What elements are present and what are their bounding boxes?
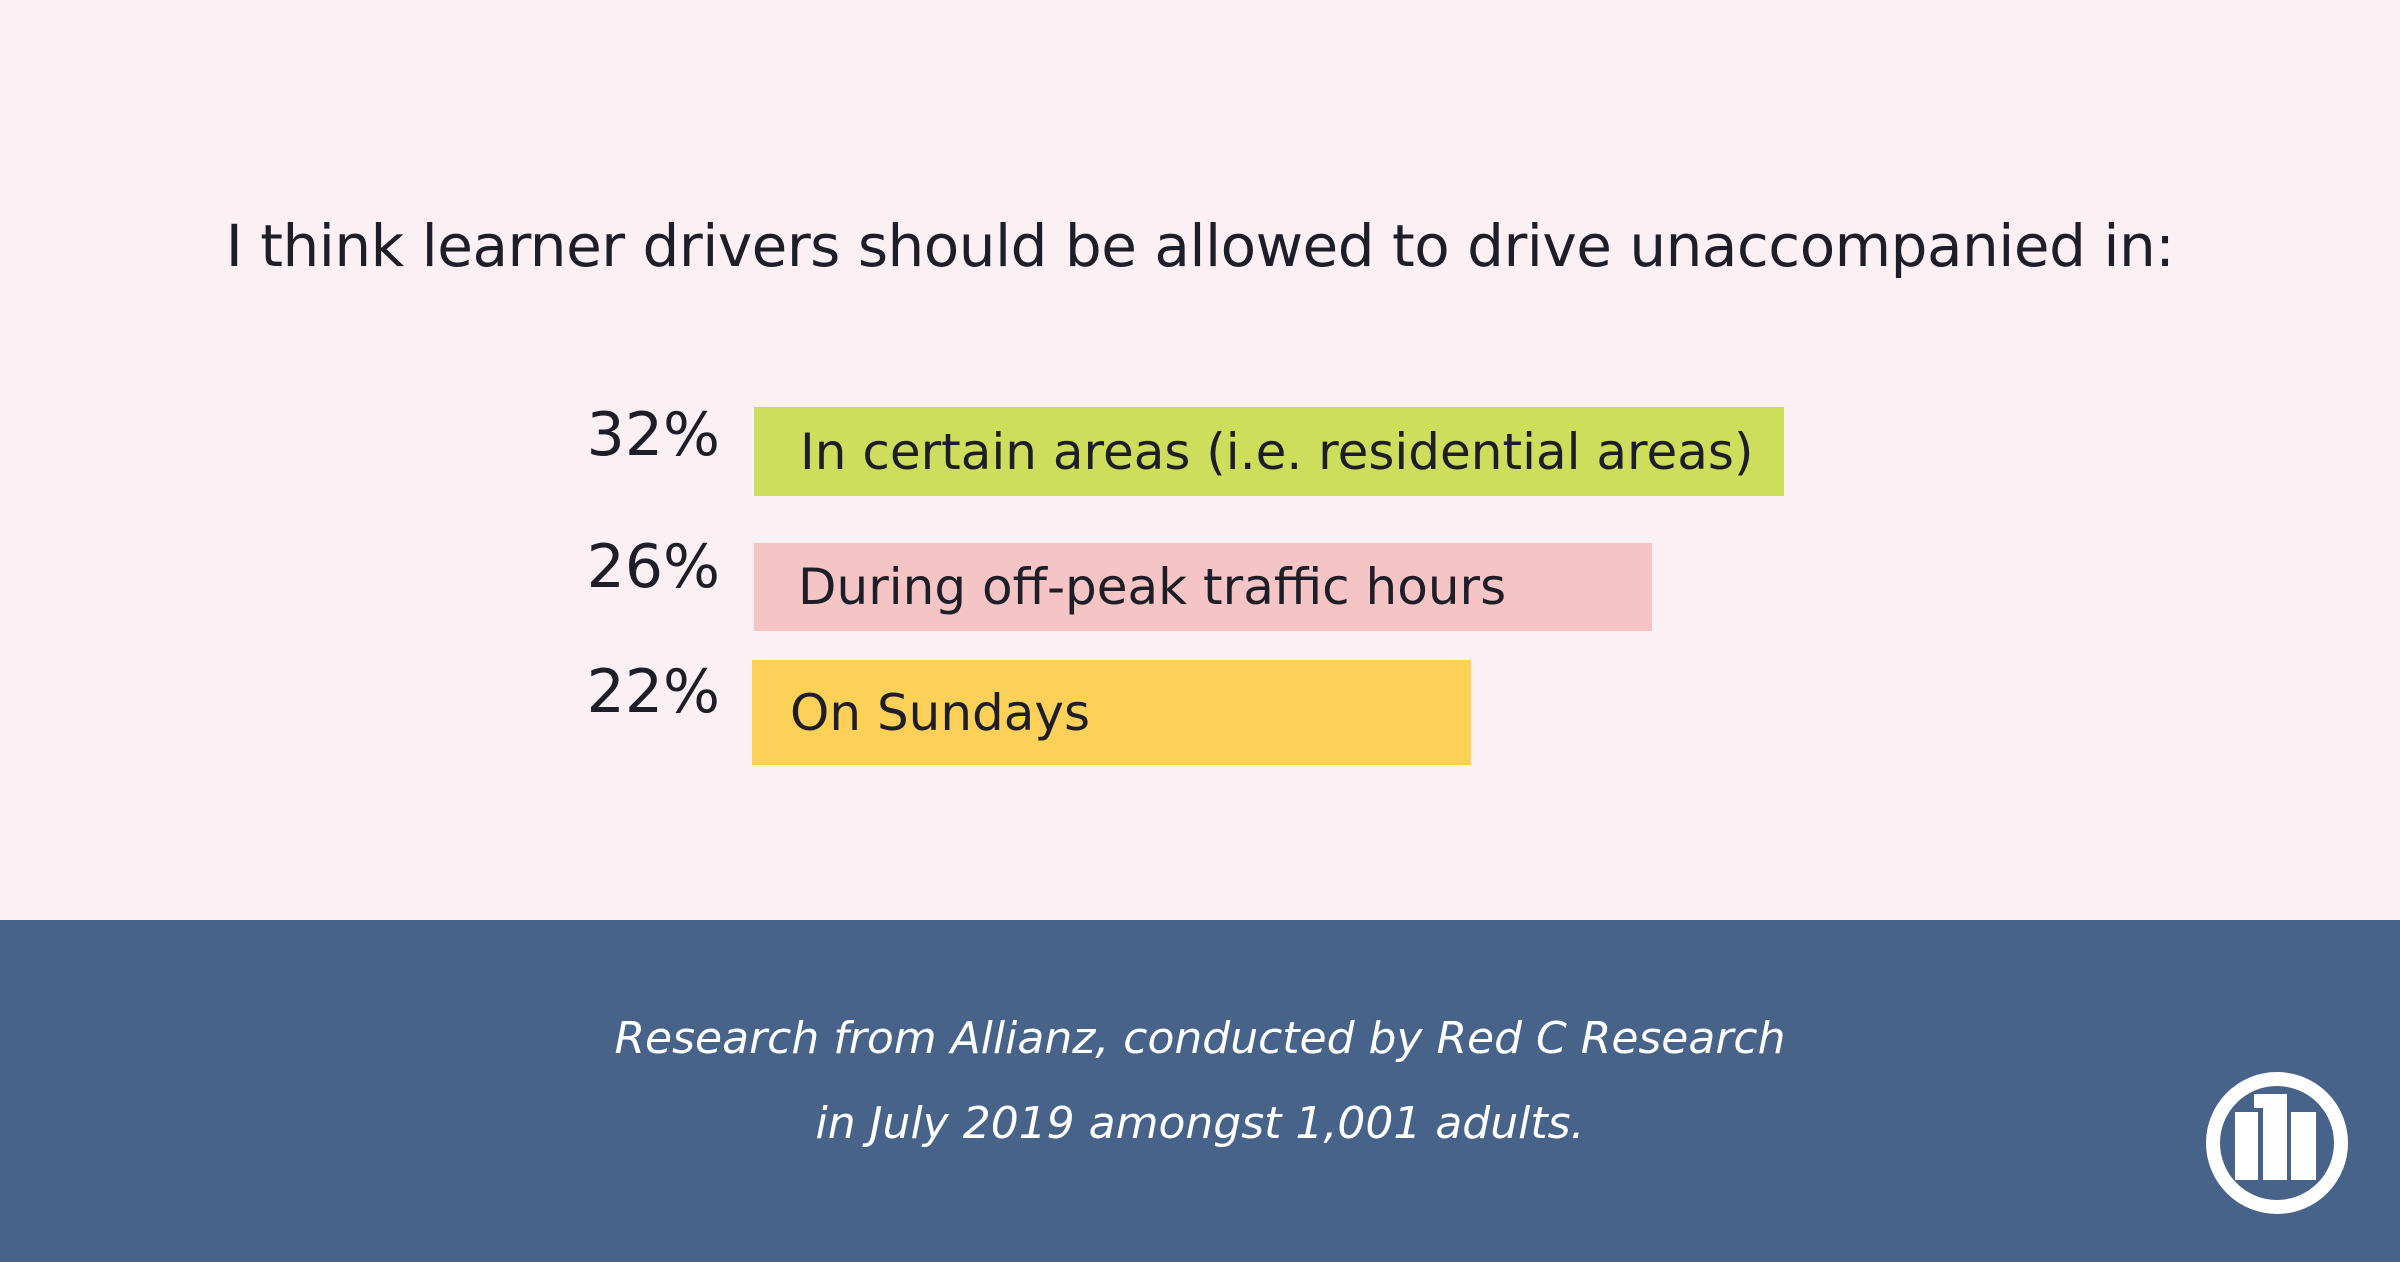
bar-1: In certain areas (i.e. residential areas… bbox=[754, 407, 1784, 496]
footer: Research from Allianz, conducted by Red … bbox=[0, 920, 2400, 1262]
source-line-2: in July 2019 amongst 1,001 adults. bbox=[815, 1098, 1585, 1149]
bar-label-1: In certain areas (i.e. residential areas… bbox=[800, 422, 1754, 481]
bar-3: On Sundays bbox=[752, 660, 1471, 765]
allianz-logo-icon bbox=[2206, 1072, 2348, 1214]
bar-label-3: On Sundays bbox=[790, 683, 1091, 742]
bar-2: During off-peak traffic hours bbox=[754, 543, 1652, 631]
bar-value-1: 32% bbox=[586, 400, 720, 470]
chart-title: I think learner drivers should be allowe… bbox=[225, 212, 2175, 280]
bar-label-2: During off-peak traffic hours bbox=[798, 558, 1507, 616]
source-line-1: Research from Allianz, conducted by Red … bbox=[614, 1013, 1786, 1064]
bar-value-3: 22% bbox=[586, 657, 720, 727]
bar-value-2: 26% bbox=[586, 532, 720, 602]
